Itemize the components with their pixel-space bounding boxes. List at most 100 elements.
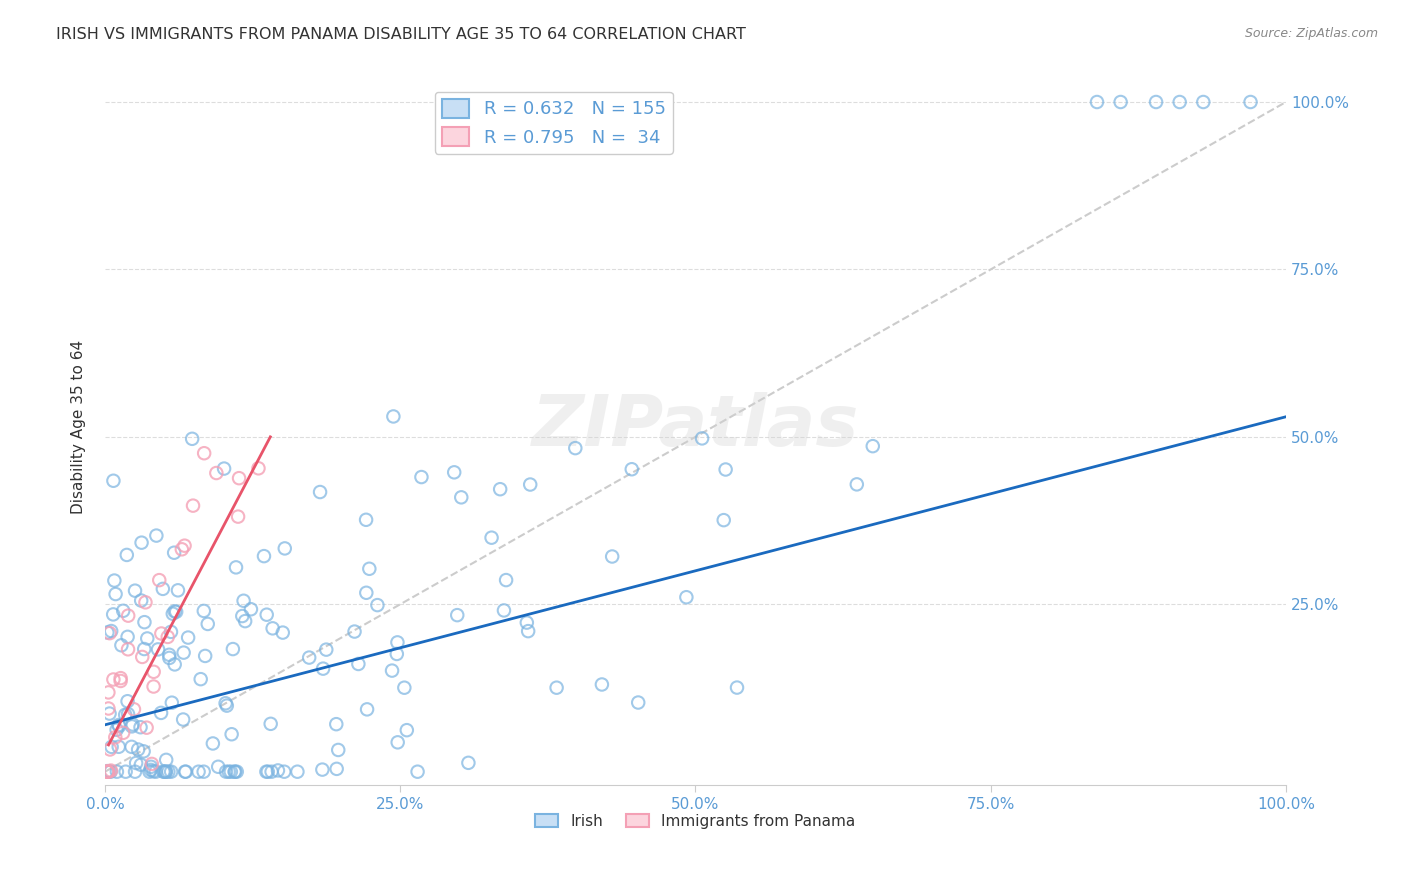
Point [256, 607, 278, 622]
Point [395, 723, 418, 738]
Point [103, 574, 125, 588]
Point [136, 632, 159, 646]
Point [343, 624, 366, 639]
Point [218, 764, 240, 779]
Point [228, 471, 250, 485]
Point [122, 702, 145, 716]
Point [394, 681, 416, 695]
Point [97, 764, 120, 779]
Point [155, 753, 177, 767]
Point [165, 605, 187, 619]
Point [145, 764, 167, 779]
Point [139, 760, 162, 774]
Point [193, 604, 215, 618]
Point [267, 764, 290, 778]
Point [131, 535, 153, 549]
Point [481, 531, 503, 545]
Point [256, 764, 278, 779]
Point [110, 673, 132, 688]
Point [298, 650, 321, 665]
Point [450, 491, 472, 505]
Point [193, 764, 215, 779]
Point [1085, 95, 1108, 109]
Point [247, 461, 270, 475]
Text: Source: ZipAtlas.com: Source: ZipAtlas.com [1244, 27, 1378, 40]
Point [98, 706, 121, 721]
Point [103, 474, 125, 488]
Point [443, 466, 465, 480]
Point [127, 742, 149, 756]
Point [311, 763, 333, 777]
Point [100, 764, 122, 778]
Point [207, 760, 229, 774]
Point [96, 764, 118, 779]
Point [260, 716, 283, 731]
Point [1239, 95, 1261, 109]
Point [221, 727, 243, 741]
Point [381, 664, 404, 678]
Point [325, 717, 347, 731]
Point [1192, 95, 1215, 109]
Point [155, 764, 177, 779]
Point [193, 446, 215, 460]
Point [212, 461, 235, 475]
Point [148, 573, 170, 587]
Point [96, 764, 118, 778]
Point [273, 764, 295, 779]
Point [157, 648, 180, 662]
Point [104, 587, 127, 601]
Point [233, 614, 256, 628]
Point [146, 642, 169, 657]
Point [224, 764, 246, 779]
Point [107, 739, 129, 754]
Point [224, 764, 246, 779]
Point [177, 631, 200, 645]
Point [138, 764, 160, 779]
Point [620, 462, 643, 476]
Point [160, 624, 183, 639]
Point [117, 642, 139, 657]
Point [157, 764, 180, 779]
Point [564, 441, 586, 455]
Point [135, 721, 157, 735]
Point [1168, 95, 1191, 109]
Point [274, 541, 297, 556]
Point [142, 680, 165, 694]
Point [129, 593, 152, 607]
Point [366, 598, 388, 612]
Point [173, 539, 195, 553]
Point [382, 409, 405, 424]
Point [129, 757, 152, 772]
Point [312, 662, 335, 676]
Point [152, 582, 174, 596]
Point [214, 696, 236, 710]
Point [152, 764, 174, 779]
Point [131, 649, 153, 664]
Point [492, 603, 515, 617]
Point [96, 625, 118, 640]
Point [163, 604, 186, 618]
Point [714, 462, 737, 476]
Point [356, 702, 378, 716]
Point [96, 764, 118, 779]
Point [103, 673, 125, 687]
Point [174, 764, 197, 779]
Point [124, 583, 146, 598]
Point [239, 602, 262, 616]
Point [134, 615, 156, 629]
Point [591, 677, 613, 691]
Point [117, 707, 139, 722]
Point [97, 764, 120, 779]
Point [725, 681, 748, 695]
Point [112, 604, 135, 618]
Point [124, 764, 146, 779]
Point [222, 642, 245, 657]
Point [121, 717, 143, 731]
Point [155, 764, 177, 779]
Point [356, 586, 378, 600]
Point [271, 625, 294, 640]
Point [121, 719, 143, 733]
Point [309, 485, 332, 500]
Point [150, 706, 173, 720]
Text: ZIPatlas: ZIPatlas [531, 392, 859, 461]
